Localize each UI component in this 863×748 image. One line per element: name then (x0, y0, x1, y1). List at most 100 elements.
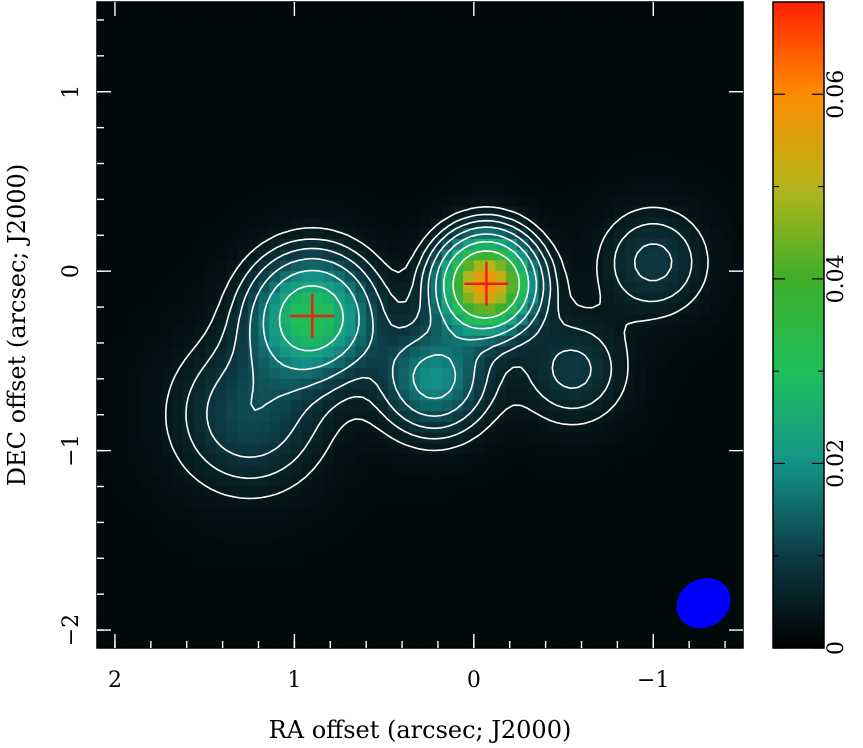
image-pixel (376, 185, 389, 197)
image-pixel (656, 464, 669, 477)
image-pixel (409, 260, 421, 272)
image-pixel (204, 540, 217, 552)
image-pixel (689, 508, 701, 520)
image-pixel (732, 152, 743, 165)
image-pixel (323, 12, 335, 25)
image-pixel (452, 174, 464, 186)
image-pixel (183, 228, 195, 240)
image-pixel (484, 174, 496, 186)
image-pixel (183, 475, 195, 488)
image-pixel (409, 303, 421, 315)
image-pixel (366, 443, 378, 455)
image-pixel (581, 378, 593, 391)
image-pixel (624, 443, 636, 455)
image-pixel (516, 206, 529, 218)
image-pixel (226, 23, 238, 35)
image-pixel (656, 131, 669, 143)
image-pixel (624, 77, 636, 89)
image-pixel (441, 389, 453, 401)
image-pixel (635, 518, 647, 531)
image-pixel (581, 432, 593, 445)
image-pixel (603, 357, 615, 369)
image-pixel (280, 66, 292, 78)
image-pixel (495, 109, 507, 122)
image-pixel (420, 141, 432, 154)
image-pixel (161, 561, 173, 574)
image-pixel (603, 77, 615, 89)
image-pixel (624, 45, 636, 57)
image-pixel (473, 432, 486, 445)
image-pixel (484, 141, 496, 154)
image-pixel (678, 23, 690, 35)
image-pixel (473, 561, 486, 574)
image-pixel (129, 314, 141, 326)
image-pixel (355, 12, 367, 25)
image-pixel (97, 421, 109, 434)
image-pixel (247, 141, 260, 154)
image-pixel (107, 228, 120, 240)
image-pixel (215, 346, 227, 358)
image-pixel (581, 152, 593, 165)
image-pixel (140, 23, 152, 35)
image-pixel (290, 55, 303, 68)
image-pixel (420, 45, 432, 57)
image-pixel (646, 432, 658, 445)
image-pixel (721, 260, 733, 272)
image-pixel (656, 249, 669, 261)
image-pixel (107, 572, 120, 584)
image-pixel (107, 303, 120, 315)
image-pixel (646, 23, 658, 35)
image-pixel (624, 260, 636, 272)
image-pixel (699, 389, 712, 401)
image-pixel (247, 120, 260, 132)
image-pixel (592, 120, 604, 132)
image-pixel (721, 443, 733, 455)
image-pixel (247, 551, 260, 563)
image-pixel (581, 66, 593, 78)
image-pixel (204, 163, 217, 175)
image-pixel (721, 335, 733, 348)
image-pixel (527, 368, 540, 380)
image-pixel (301, 120, 313, 132)
image-pixel (118, 292, 130, 305)
image-pixel (150, 357, 163, 369)
image-pixel (581, 2, 593, 14)
image-pixel (140, 314, 152, 326)
image-pixel (323, 217, 335, 229)
image-pixel (699, 314, 712, 326)
image-pixel (613, 400, 626, 412)
image-pixel (150, 637, 163, 648)
image-pixel (140, 357, 152, 369)
image-pixel (204, 400, 217, 412)
image-pixel (603, 23, 615, 35)
image-pixel (710, 163, 723, 175)
image-pixel (710, 411, 723, 423)
image-pixel (355, 335, 367, 348)
image-pixel (516, 34, 529, 46)
image-pixel (441, 518, 453, 531)
image-pixel (409, 174, 421, 186)
image-pixel (290, 45, 303, 57)
image-pixel (161, 357, 173, 369)
image-pixel (269, 260, 281, 272)
image-pixel (603, 486, 615, 498)
image-pixel (635, 572, 647, 584)
image-pixel (290, 109, 303, 122)
image-pixel (473, 174, 486, 186)
image-pixel (344, 443, 356, 455)
image-pixel (678, 400, 690, 412)
image-pixel (161, 77, 173, 89)
image-pixel (161, 594, 173, 606)
image-pixel (699, 120, 712, 132)
image-pixel (710, 368, 723, 380)
image-pixel (646, 540, 658, 552)
image-pixel (387, 120, 400, 132)
image-pixel (323, 604, 335, 617)
image-pixel (409, 45, 421, 57)
image-pixel (710, 378, 723, 391)
image-pixel (656, 443, 669, 455)
image-pixel (667, 163, 679, 175)
image-pixel (495, 260, 507, 272)
image-pixel (118, 314, 130, 326)
image-pixel (667, 626, 679, 638)
